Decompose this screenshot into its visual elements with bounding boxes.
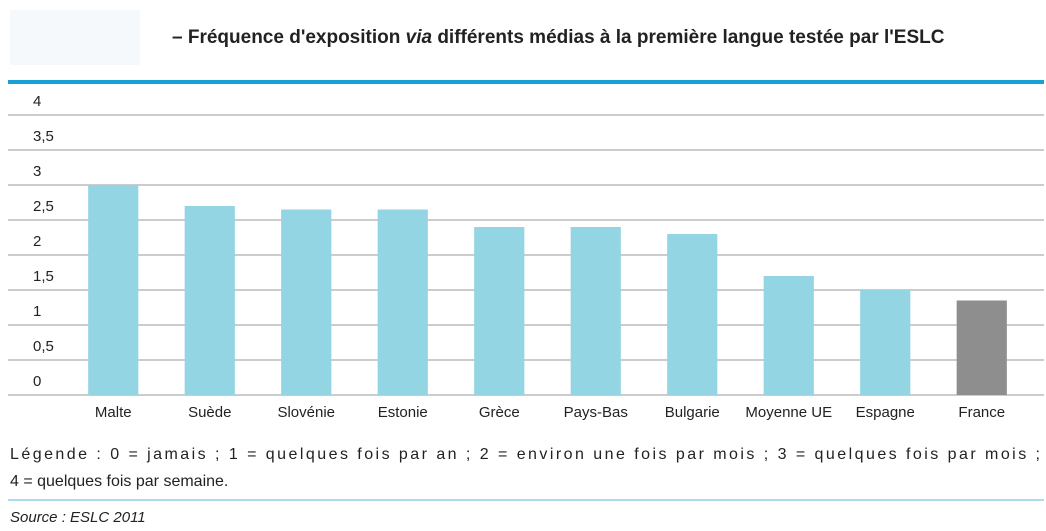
y-tick-label: 1	[33, 303, 41, 320]
y-tick-label: 4	[33, 93, 41, 110]
top-rule	[8, 80, 1044, 84]
legend-note: Légende : 0 = jamais ; 1 = quelques fois…	[10, 446, 1040, 463]
y-tick-label: 2,5	[33, 198, 54, 215]
x-tick-label: Bulgarie	[665, 404, 720, 421]
title-part: – Fréquence d'exposition	[172, 27, 406, 48]
x-tick-label: Malte	[95, 404, 132, 421]
bar	[667, 234, 718, 395]
y-tick-label: 3,5	[33, 128, 54, 145]
bar	[570, 227, 621, 395]
x-tick-label: Pays-Bas	[564, 404, 628, 421]
x-tick-label: Grèce	[479, 404, 520, 421]
chart-title: – Fréquence d'exposition via différents …	[172, 27, 945, 48]
logo-placeholder	[10, 10, 140, 65]
x-tick-label: Slovénie	[277, 404, 335, 421]
bar	[184, 206, 235, 395]
x-tick-label: Suède	[188, 404, 231, 421]
x-tick-label: Moyenne UE	[745, 404, 832, 421]
x-tick-label: Estonie	[378, 404, 428, 421]
title-part: différents médias à la première langue t…	[432, 27, 945, 48]
x-tick-label: Espagne	[856, 404, 915, 421]
bar	[956, 300, 1007, 395]
y-tick-label: 2	[33, 233, 41, 250]
bar	[763, 276, 814, 395]
title-part: via	[406, 27, 433, 48]
bar	[474, 227, 525, 395]
y-tick-label: 0,5	[33, 338, 54, 355]
x-tick-label: France	[958, 404, 1005, 421]
legend-note: 4 = quelques fois par semaine.	[10, 473, 228, 490]
bar	[88, 185, 139, 395]
bar	[377, 209, 428, 395]
y-tick-label: 3	[33, 163, 41, 180]
y-tick-label: 0	[33, 373, 41, 390]
y-tick-label: 1,5	[33, 268, 54, 285]
source: Source : ESLC 2011	[10, 509, 146, 526]
bar	[860, 290, 911, 395]
bar	[281, 209, 332, 395]
